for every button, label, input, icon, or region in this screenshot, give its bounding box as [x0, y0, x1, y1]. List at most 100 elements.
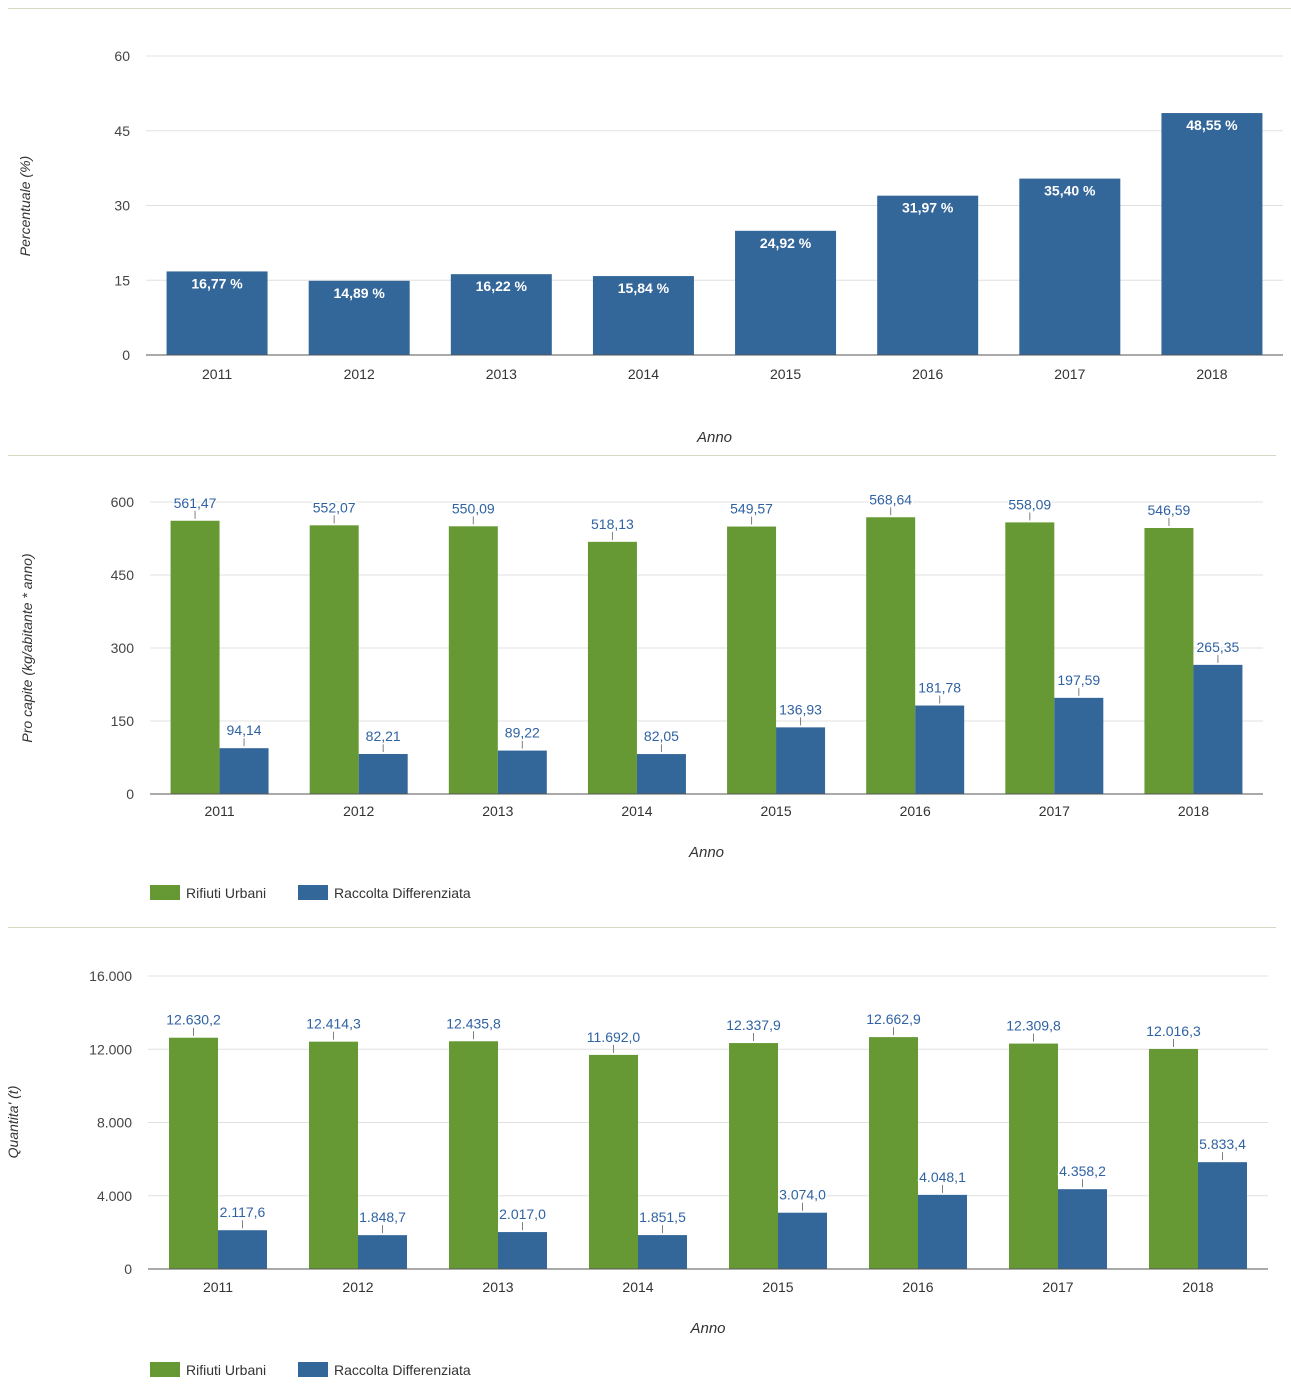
bar — [1149, 1048, 1198, 1269]
data-label: 4.048,1 — [919, 1169, 966, 1185]
data-label: 561,47 — [174, 495, 217, 511]
bar — [636, 754, 686, 794]
x-tick-label: 2013 — [486, 366, 517, 382]
data-label: 82,21 — [366, 728, 401, 744]
y-tick-label: 60 — [114, 48, 130, 64]
data-label: 1.851,5 — [639, 1209, 686, 1225]
bar — [170, 520, 220, 794]
x-tick-label: 2015 — [770, 366, 801, 382]
y-tick-label: 150 — [111, 713, 135, 729]
data-label: 31,97 % — [902, 200, 954, 216]
bar — [1054, 697, 1104, 794]
bar — [1005, 522, 1055, 794]
bar — [1161, 113, 1263, 355]
x-tick-label: 2015 — [760, 803, 791, 819]
bar — [449, 1041, 498, 1269]
bar — [638, 1235, 687, 1269]
data-label: 546,59 — [1148, 502, 1191, 518]
bar — [498, 1232, 547, 1269]
bar — [309, 1041, 358, 1269]
y-tick-label: 600 — [111, 494, 135, 510]
separator-1 — [8, 455, 1276, 456]
bar — [877, 195, 979, 355]
y-tick-label: 0 — [126, 786, 134, 802]
data-label: 11.692,0 — [587, 1029, 641, 1045]
bar — [218, 1230, 267, 1269]
bar — [869, 1037, 918, 1269]
data-label: 12.435,8 — [446, 1015, 501, 1031]
bar — [308, 280, 410, 355]
data-label: 12.414,3 — [306, 1016, 361, 1032]
data-label: 16,77 % — [191, 275, 243, 291]
legend-swatch — [150, 1362, 180, 1377]
top-separator — [8, 8, 1291, 9]
data-label: 197,59 — [1057, 672, 1100, 688]
bar — [1019, 178, 1121, 355]
data-label: 16,22 % — [476, 278, 528, 294]
x-tick-label: 2017 — [1039, 803, 1070, 819]
bar — [592, 276, 694, 355]
data-label: 558,09 — [1008, 496, 1051, 512]
y-axis-title: Quantita' (t) — [5, 1086, 21, 1159]
legend-swatch — [150, 885, 180, 900]
y-tick-label: 0 — [122, 347, 130, 363]
y-tick-label: 45 — [114, 123, 130, 139]
x-tick-label: 2014 — [621, 803, 652, 819]
data-label: 181,78 — [918, 680, 961, 696]
legend-label: Rifiuti Urbani — [186, 1362, 266, 1378]
data-label: 12.309,8 — [1006, 1018, 1061, 1034]
percentage-chart: 0 15 30 45 60 16,77 % 2011 14,89 % 2012 16,22 % 20… — [17, 48, 1283, 446]
x-tick-label: 2018 — [1196, 366, 1227, 382]
bar — [1198, 1162, 1247, 1269]
y-tick-label: 300 — [111, 640, 135, 656]
bar — [309, 525, 359, 794]
data-label: 552,07 — [313, 499, 356, 515]
x-tick-label: 2013 — [482, 1279, 513, 1295]
x-tick-label: 2015 — [762, 1279, 793, 1295]
y-tick-label: 12.000 — [89, 1041, 132, 1057]
x-tick-label: 2011 — [205, 803, 235, 819]
x-tick-label: 2016 — [902, 1279, 933, 1295]
bar — [866, 517, 916, 794]
legend-swatch — [298, 885, 328, 900]
y-axis-title: Pro capite (kg/abitante * anno) — [19, 553, 35, 742]
data-label: 4.358,2 — [1059, 1163, 1106, 1179]
x-axis-title: Anno — [689, 1320, 725, 1337]
data-label: 48,55 % — [1186, 117, 1238, 133]
y-tick-label: 16.000 — [89, 968, 132, 984]
data-label: 2.017,0 — [499, 1206, 546, 1222]
data-label: 3.074,0 — [779, 1187, 826, 1203]
data-label: 12.662,9 — [866, 1011, 921, 1027]
y-tick-label: 30 — [114, 198, 130, 214]
x-tick-label: 2016 — [912, 366, 943, 382]
legend-label: Raccolta Differenziata — [334, 885, 471, 901]
x-tick-label: 2012 — [342, 1279, 373, 1295]
bar — [776, 727, 826, 794]
x-tick-label: 2016 — [900, 803, 931, 819]
bar — [1009, 1043, 1058, 1269]
bar — [589, 1054, 638, 1269]
data-label: 24,92 % — [760, 235, 812, 251]
x-tick-label: 2018 — [1182, 1279, 1213, 1295]
bar — [358, 753, 408, 794]
bar — [1193, 664, 1243, 794]
bar — [729, 1043, 778, 1269]
bar — [448, 526, 498, 794]
bar — [587, 541, 637, 794]
per-capita-chart: 0 150 300 450 600 561,47 94,14 2011 552,07 82,21 2… — [19, 490, 1263, 901]
data-label: 35,40 % — [1044, 183, 1096, 199]
bar — [169, 1037, 218, 1269]
data-label: 89,22 — [505, 725, 540, 741]
x-tick-label: 2011 — [202, 366, 232, 382]
data-label: 15,84 % — [618, 280, 670, 296]
x-tick-label: 2014 — [628, 366, 659, 382]
bar — [358, 1235, 407, 1269]
data-label: 568,64 — [869, 491, 912, 507]
y-tick-label: 4.000 — [97, 1188, 132, 1204]
x-axis-title: Anno — [688, 844, 724, 861]
x-tick-label: 2014 — [622, 1279, 653, 1295]
x-tick-label: 2012 — [343, 803, 374, 819]
bar — [735, 230, 837, 355]
data-label: 12.016,3 — [1146, 1023, 1201, 1039]
data-label: 12.337,9 — [726, 1017, 781, 1033]
